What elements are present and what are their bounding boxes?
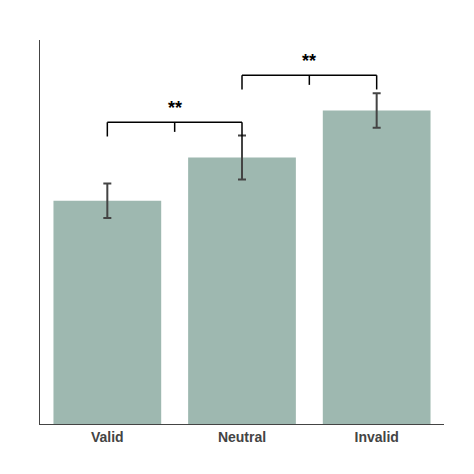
svg-text:**: ** <box>168 98 182 118</box>
svg-text:Invalid: Invalid <box>354 429 398 445</box>
svg-text:Neutral: Neutral <box>218 429 266 445</box>
svg-text:**: ** <box>302 51 316 71</box>
svg-text:Valid: Valid <box>91 429 124 445</box>
